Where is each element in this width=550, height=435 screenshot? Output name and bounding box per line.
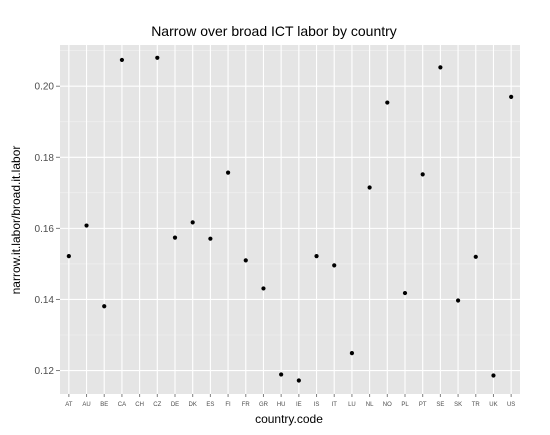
panel-background xyxy=(60,45,520,394)
x-axis-title: country.code xyxy=(255,412,323,426)
x-tick-label: IS xyxy=(314,402,320,408)
y-tick-label: 0.14 xyxy=(35,295,55,306)
x-tick-label: SE xyxy=(436,402,444,408)
x-tick-label: TR xyxy=(472,402,481,408)
x-tick-label: IT xyxy=(332,402,338,408)
x-tick-label: DK xyxy=(189,402,197,408)
y-tick-label: 0.20 xyxy=(35,82,55,93)
major-gridlines xyxy=(60,45,520,394)
data-point xyxy=(119,57,125,63)
x-tick-label: PL xyxy=(401,402,409,408)
data-point xyxy=(438,65,443,70)
data-point xyxy=(402,290,408,296)
data-points xyxy=(66,55,514,383)
data-point xyxy=(102,304,107,309)
x-tick-label: NL xyxy=(366,402,374,408)
data-point xyxy=(296,378,301,383)
data-point xyxy=(473,254,478,259)
data-point xyxy=(172,235,178,240)
y-tick-label: 0.12 xyxy=(35,366,55,377)
x-tick-label: ES xyxy=(206,402,214,408)
y-axis: 0.12 0.14 0.16 0.18 0.20 xyxy=(35,82,60,377)
data-point xyxy=(225,170,231,175)
x-axis: AT AU BE CA CH CZ DE DK ES FI FR GR HU IE IS IT LU NL NO PL… xyxy=(65,394,515,408)
data-point xyxy=(509,94,514,99)
x-tick-label: CZ xyxy=(153,402,161,408)
x-tick-label: LU xyxy=(348,402,356,408)
x-tick-label: AT xyxy=(65,402,73,408)
data-point xyxy=(66,254,71,259)
data-point xyxy=(332,263,337,268)
x-tick-label: GR xyxy=(259,402,269,408)
minor-gridlines xyxy=(60,50,520,336)
x-tick-label: FR xyxy=(242,402,251,408)
data-point xyxy=(261,286,266,291)
data-point xyxy=(190,220,195,225)
data-point xyxy=(155,55,160,60)
data-point xyxy=(349,351,355,356)
x-tick-label: AU xyxy=(82,402,90,408)
data-point xyxy=(279,372,284,377)
x-tick-label: PT xyxy=(419,402,427,408)
x-tick-label: SK xyxy=(454,402,462,408)
x-tick-label: FI xyxy=(225,402,231,408)
data-point xyxy=(243,258,248,263)
y-axis-title: narrow.it.labor/broad.it.labor xyxy=(9,146,23,295)
x-tick-label: IE xyxy=(296,402,302,408)
x-tick-label: UK xyxy=(489,402,497,408)
y-tick-label: 0.16 xyxy=(35,224,55,235)
data-point xyxy=(208,236,213,241)
x-tick-label: BE xyxy=(100,402,108,408)
data-point xyxy=(420,172,425,177)
chart-title: Narrow over broad ICT labor by country xyxy=(151,23,397,39)
x-tick-label: NO xyxy=(383,402,392,408)
data-point xyxy=(455,298,461,303)
x-tick-label: CH xyxy=(135,402,144,408)
data-point xyxy=(385,100,390,105)
data-point xyxy=(367,185,372,190)
x-tick-label: DE xyxy=(171,402,179,408)
data-point xyxy=(314,254,319,259)
x-tick-label: CA xyxy=(118,402,126,408)
x-tick-label: HU xyxy=(277,402,286,408)
data-point xyxy=(84,223,89,228)
x-tick-label: US xyxy=(507,402,515,408)
data-point xyxy=(491,373,496,378)
y-tick-label: 0.18 xyxy=(35,153,55,164)
